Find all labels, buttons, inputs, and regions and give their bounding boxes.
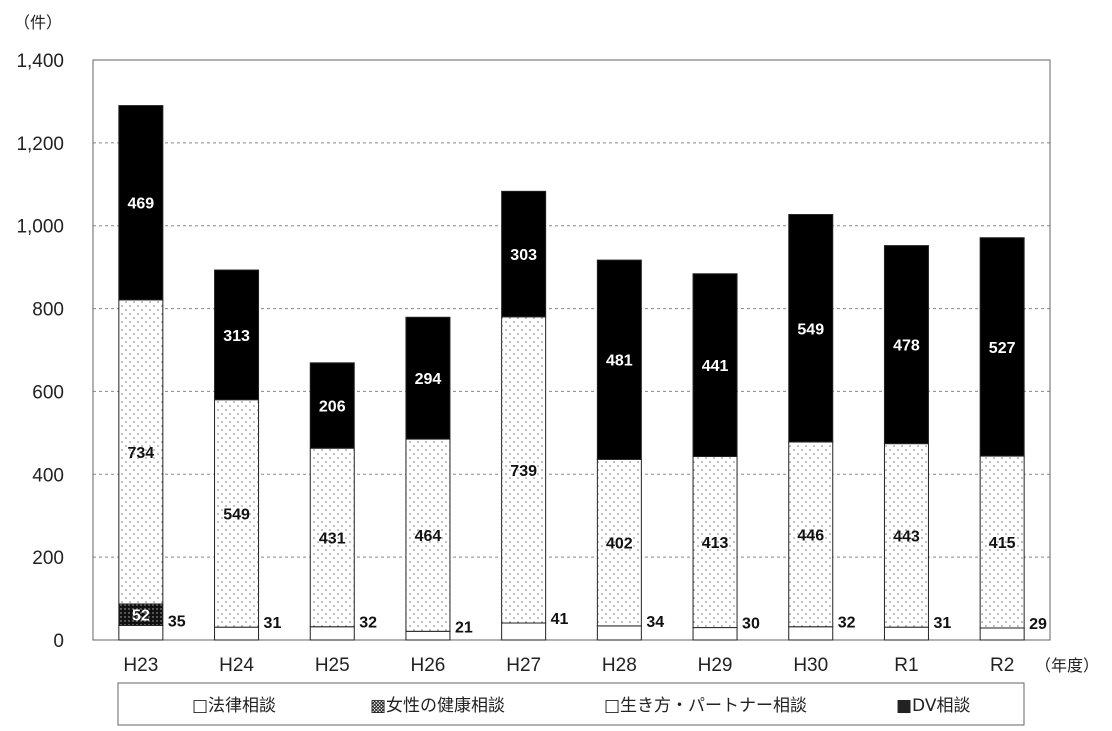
bars (118, 105, 1025, 641)
data-label: 30 (742, 616, 760, 633)
data-label: 443 (893, 528, 920, 545)
x-category-label: H28 (602, 655, 637, 676)
x-category-label: H24 (219, 655, 254, 676)
data-label: 41 (551, 611, 569, 628)
data-label: 32 (838, 615, 856, 632)
x-category-label: R1 (894, 655, 918, 676)
bar-segment (214, 399, 260, 628)
legend-item-dv: ■DV相談 (896, 696, 970, 716)
data-label: 415 (989, 535, 1016, 552)
bar-segment (788, 626, 834, 641)
y-tick-label: 0 (53, 631, 64, 652)
x-category-label: H25 (315, 655, 350, 676)
plot-area-border (92, 59, 1051, 641)
data-label: 739 (510, 463, 537, 480)
data-label: 31 (264, 615, 282, 632)
bar-segment (883, 443, 929, 628)
bar-segment (501, 316, 547, 624)
data-label: 303 (510, 247, 537, 264)
bar-segment (692, 627, 738, 641)
x-category-label: R2 (990, 655, 1014, 676)
y-tick-label: 1,200 (16, 134, 64, 155)
y-axis-unit-label: （件） (14, 13, 62, 32)
legend: □法律相談 ▩女性の健康相談 □生き方・パートナー相談 ■DV相談 (117, 682, 1025, 726)
legend-item-lifestyle-partner: □生き方・パートナー相談 (604, 696, 807, 716)
data-label: 206 (319, 399, 346, 416)
bar-segment (596, 625, 642, 641)
y-tick-label: 800 (32, 300, 64, 321)
bar-segment (979, 455, 1025, 629)
x-axis-unit-label: （年度） (1035, 656, 1099, 675)
bar-segment (309, 447, 355, 628)
bar-segment (979, 627, 1025, 641)
bar-segment (309, 626, 355, 641)
x-category-label: H30 (793, 655, 828, 676)
data-label: 34 (646, 614, 664, 631)
bar-segment (501, 622, 547, 641)
legend-item-law: □法律相談 (192, 696, 276, 716)
x-category-label: H27 (506, 655, 541, 676)
x-category-label: H23 (123, 655, 158, 676)
data-label: 527 (989, 340, 1016, 357)
data-label: 313 (223, 328, 250, 345)
data-label: 35 (168, 614, 186, 631)
legend-box (117, 682, 1025, 726)
data-label: 29 (1029, 616, 1047, 633)
bar-segment (788, 214, 834, 443)
x-category-label: H26 (411, 655, 446, 676)
bar-segment (309, 362, 355, 449)
data-label: 413 (702, 535, 729, 552)
bar-segment (405, 316, 451, 440)
data-label: 478 (893, 338, 920, 355)
data-label: 294 (415, 371, 442, 388)
data-label: 446 (797, 527, 824, 544)
data-label: 32 (359, 615, 377, 632)
data-label: 464 (415, 528, 442, 545)
y-tick-label: 400 (32, 465, 64, 486)
y-axis-ticks: 0 200 400 600 800 1,000 1,200 1,400 (16, 51, 64, 652)
data-label: 402 (606, 536, 633, 553)
x-category-label: H29 (698, 655, 733, 676)
data-label: 734 (127, 445, 154, 462)
data-labels: 3552734469315493133243120621464294417393… (127, 196, 1047, 637)
data-label: 549 (223, 506, 250, 523)
data-label: 31 (933, 615, 951, 632)
legend-item-women-health: ▩女性の健康相談 (370, 696, 505, 716)
bar-segment (596, 458, 642, 627)
data-label: 469 (127, 196, 154, 213)
bar-segment (596, 259, 642, 460)
bar-segment (214, 626, 260, 641)
bar-segment (118, 105, 164, 301)
data-label: 481 (606, 353, 633, 370)
data-label: 21 (455, 619, 473, 636)
data-label: 549 (797, 321, 824, 338)
bar-segment (883, 626, 929, 641)
y-tick-label: 600 (32, 382, 64, 403)
bar-segment (118, 299, 164, 605)
bar-segment (405, 630, 451, 641)
y-tick-label: 1,000 (16, 217, 64, 238)
y-tick-label: 200 (32, 548, 64, 569)
y-tick-label: 1,400 (16, 51, 64, 72)
bar-segment (692, 273, 738, 457)
data-label: 52 (132, 608, 150, 625)
bar-segment (788, 441, 834, 628)
data-label: 431 (319, 530, 346, 547)
x-axis-categories: H23 H24 H25 H26 H27 H28 H29 H30 R1 R2 (123, 655, 1014, 676)
bar-segment (883, 245, 929, 445)
bar-segment (979, 237, 1025, 457)
bar-segment (405, 438, 451, 632)
bar-segment (501, 190, 547, 318)
data-label: 441 (702, 358, 729, 375)
bar-segment (214, 269, 260, 401)
bar-segment (118, 625, 164, 641)
